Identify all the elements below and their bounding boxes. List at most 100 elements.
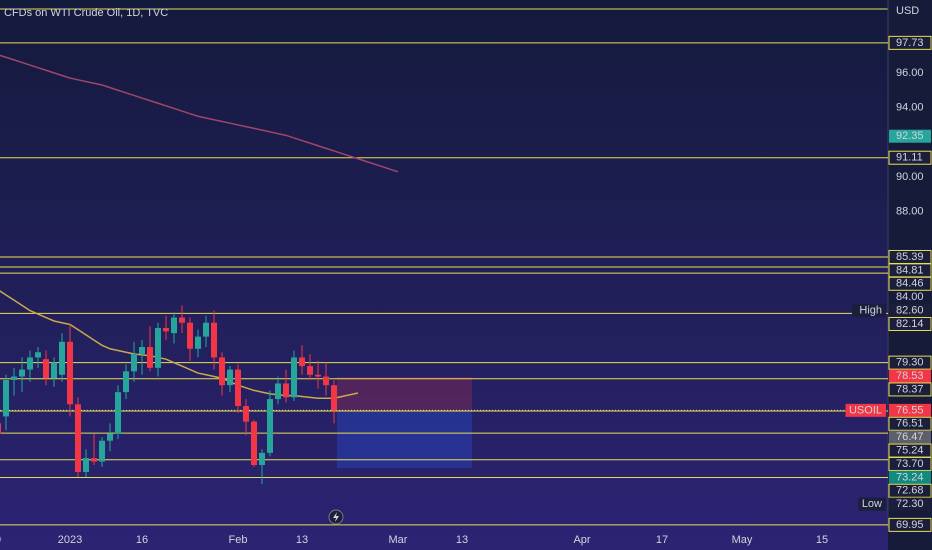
candle-body (155, 327, 161, 368)
x-tick-label: 9 (0, 534, 1, 546)
candle-body (67, 341, 73, 405)
chart-title: CFDs on WTI Crude Oil, 1D, TVC (4, 7, 168, 19)
x-tick-label: 2023 (58, 534, 82, 546)
candle-body (91, 458, 97, 462)
level-label: 97.73 (896, 37, 924, 49)
level-label: 84.46 (896, 278, 924, 290)
candle-body (307, 366, 313, 375)
y-tick-label: 90.00 (896, 171, 924, 183)
stop-zone (337, 377, 472, 411)
event-icon-bolt (333, 512, 339, 522)
level-label-box (888, 35, 932, 50)
level-label: 75.24 (896, 444, 924, 456)
currency: USD (896, 5, 919, 17)
y-tick-label: 96.00 (896, 67, 924, 79)
level-label-box (888, 483, 932, 498)
candle-body (259, 452, 265, 466)
candle-body (35, 352, 41, 358)
plot-area (0, 42, 888, 526)
price-label-box (889, 304, 931, 318)
level-label-box (888, 416, 932, 431)
level-label: 69.95 (896, 519, 924, 531)
candle-body (107, 433, 113, 441)
x-tick-label: 16 (136, 534, 148, 546)
candle-body (51, 362, 57, 379)
candle-body (11, 376, 17, 380)
moving-average (0, 54, 399, 173)
price-label: 78.53 (896, 370, 924, 382)
x-tick-label: 13 (456, 534, 468, 546)
moving-average (0, 290, 359, 399)
axis-labels: 97.73 96.00 94.00 92.35 91.11 90.00 88.00 85.39… (845, 35, 932, 532)
candle-body (315, 374, 321, 377)
candle-body (115, 392, 121, 434)
level-label-box (888, 150, 932, 165)
level-label-box (888, 456, 932, 471)
candle-body (131, 353, 137, 372)
candle-body (139, 347, 145, 354)
candle-body (219, 357, 225, 386)
candle-body (299, 357, 305, 367)
candle-body (283, 383, 289, 398)
candle-body (3, 379, 9, 417)
candle-body (75, 404, 81, 472)
candle-body (171, 317, 177, 334)
level-label: 79.30 (896, 357, 924, 369)
marker-name-box (845, 403, 886, 417)
candle-body (99, 440, 105, 462)
price-label-box (889, 497, 931, 511)
marker-name-box (852, 304, 886, 318)
level-label: 91.11 (896, 152, 923, 164)
target-zone (337, 411, 472, 468)
price-label: 76.47 (896, 431, 924, 443)
price-label-box (889, 403, 931, 417)
candle-body (331, 385, 337, 411)
level-label-box (888, 355, 932, 370)
marker-name-box (858, 497, 886, 511)
price-label: 92.35 (896, 130, 924, 142)
candle-body (19, 369, 25, 377)
candle-body (235, 369, 241, 407)
candle-body (323, 376, 329, 386)
candle-body (59, 341, 65, 375)
price-label-box (889, 129, 931, 143)
candle-body (291, 357, 297, 398)
marker-name: Low (862, 498, 882, 510)
price-label: 72.30 (896, 498, 924, 510)
y-tick-label: 88.00 (896, 206, 924, 218)
marker-name: USOIL (849, 404, 882, 416)
y-tick-label: 84.00 (896, 291, 924, 303)
level-label-box (888, 276, 932, 291)
candle-body (27, 357, 33, 370)
price-label: 73.24 (896, 471, 924, 483)
candle-body (251, 421, 257, 466)
x-tick-label: 15 (816, 534, 828, 546)
x-tick-label: Mar (389, 534, 408, 546)
x-tick-label: 17 (656, 534, 668, 546)
candle-body (43, 359, 49, 379)
candle-body (243, 406, 249, 422)
candle-body (187, 322, 193, 349)
candle-body (0, 423, 1, 434)
candle-body (211, 322, 217, 358)
candle-body (147, 347, 153, 368)
candle-body (275, 383, 281, 400)
x-tick-label: May (732, 534, 753, 546)
candle-body (123, 371, 129, 393)
candle-body (227, 369, 233, 386)
candle-body (163, 327, 169, 332)
marker-name: High (859, 304, 882, 316)
candle-body (267, 399, 273, 453)
x-tick-label: Apr (573, 534, 590, 546)
level-label-box (888, 517, 932, 532)
level-label-box (888, 316, 932, 331)
candle-body (179, 317, 185, 323)
y-tick-label: 94.00 (896, 101, 924, 113)
level-label: 85.39 (896, 251, 924, 263)
candle-body (203, 322, 209, 337)
level-label-box (888, 382, 932, 397)
x-tick-label: Feb (229, 534, 248, 546)
x-tick-label: 13 (296, 534, 308, 546)
